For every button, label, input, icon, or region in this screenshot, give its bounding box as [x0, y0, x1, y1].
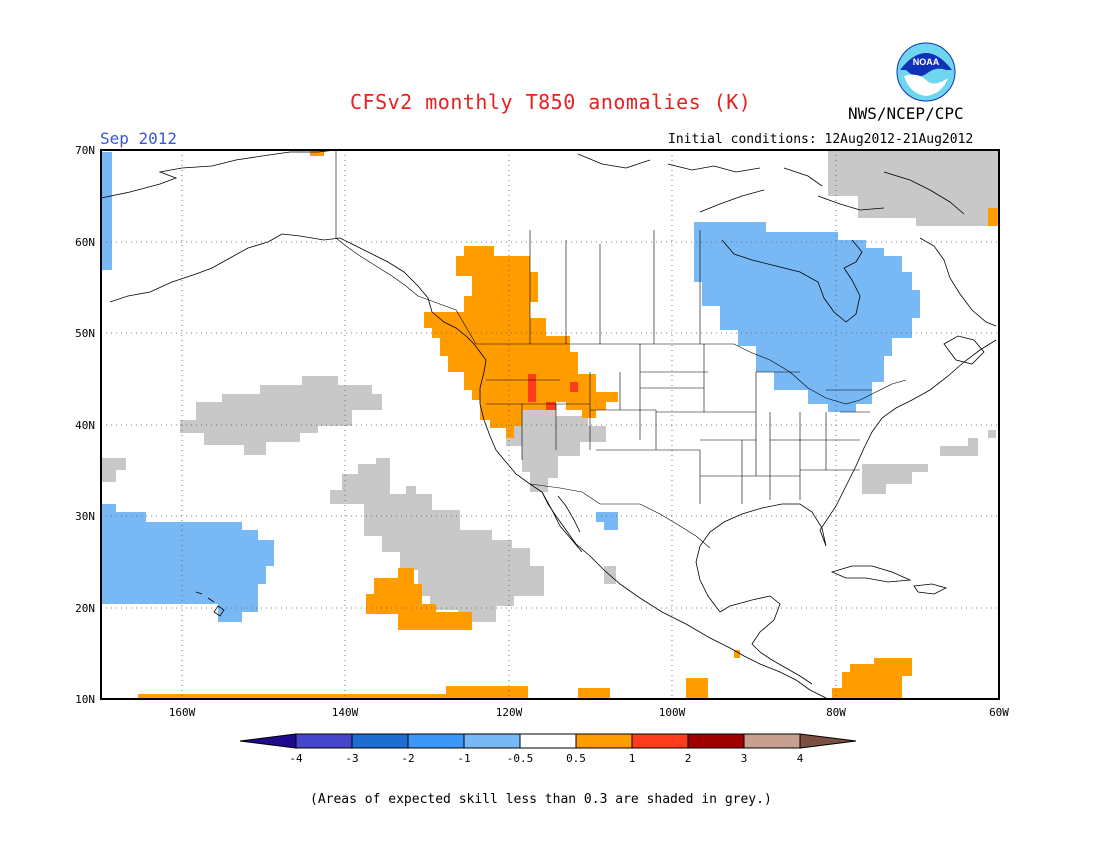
colorbar-swatch [687, 733, 745, 749]
colorbar-swatch [631, 733, 689, 749]
region-warm-caribbean [832, 658, 912, 698]
us-mexico-border [529, 483, 711, 549]
chart-title: CFSv2 monthly T850 anomalies (K) [350, 90, 752, 114]
colorbar-swatch [519, 733, 577, 749]
colorbar-label: -4 [289, 752, 303, 765]
colorbar-label: 0.5 [566, 752, 586, 765]
colorbar-label: 3 [741, 752, 748, 765]
colorbar-arrow-high [799, 733, 857, 749]
us-state-lines [486, 344, 872, 504]
region-low-skill-ne-pacific [180, 376, 382, 455]
baja-coastline [541, 491, 583, 553]
lon-label: 140W [332, 706, 359, 719]
lat-label: 70N [75, 144, 95, 157]
gulf-coastline [695, 339, 997, 613]
lon-label: 120W [496, 706, 523, 719]
colorbar-swatches [239, 733, 857, 749]
region-warm-south-patch-1 [578, 688, 610, 698]
colorbar-swatch [295, 733, 353, 749]
canada-pacific-coastline [431, 311, 487, 361]
noaa-logo: NOAA [896, 42, 956, 106]
region-low-skill-east-edge [988, 430, 996, 438]
lon-label: 100W [659, 706, 686, 719]
arctic-islands [577, 153, 965, 215]
lon-axis-labels: 160W 140W 120W 100W 80W 60W [169, 706, 1010, 719]
coastlines [101, 150, 997, 699]
region-cold-hudson-bay [694, 222, 920, 412]
colorbar-label: -0.5 [507, 752, 534, 765]
us-west-coastline [479, 359, 591, 557]
region-warm-east-pacific [366, 568, 472, 630]
lon-label: 60W [989, 706, 1009, 719]
colorbar-label: 4 [797, 752, 804, 765]
agency-label: NWS/NCEP/CPC [848, 104, 964, 123]
colorbar-swatch [351, 733, 409, 749]
region-warm-south-strip [138, 686, 528, 698]
canada-province-lines [417, 230, 701, 345]
region-cold-gulf-california [596, 512, 618, 530]
lat-label: 40N [75, 419, 95, 432]
forecast-period: Sep 2012 [100, 129, 178, 148]
labrador-coastline [919, 237, 997, 327]
political-boundaries [335, 150, 907, 549]
colorbar-swatch [407, 733, 465, 749]
colorbar-label: 2 [685, 752, 692, 765]
lat-label: 50N [75, 327, 95, 340]
colorbar-label: -3 [345, 752, 358, 765]
alaska-coastline [101, 150, 433, 313]
region-warm-northwest [424, 246, 618, 438]
region-cold-arctic-edge [101, 152, 112, 270]
colorbar-label: -2 [401, 752, 414, 765]
hawaii-islands [195, 591, 225, 617]
alaska-canada-border [335, 150, 419, 297]
lat-label: 60N [75, 236, 95, 249]
colorbar-label: 1 [629, 752, 636, 765]
colorbar-labels: -4 -3 -2 -1 -0.5 0.5 1 2 3 4 [289, 752, 803, 765]
region-low-skill-west-atlantic [862, 464, 928, 494]
colorbar-label: -1 [457, 752, 470, 765]
initial-conditions: Initial conditions: 12Aug2012-21Aug2012 [668, 132, 974, 147]
cuba-coastline [830, 565, 912, 583]
lat-label: 20N [75, 602, 95, 615]
map-shading [101, 150, 999, 698]
central-america-coastline [719, 595, 813, 685]
region-warm-south-patch-2 [686, 678, 708, 698]
colorbar-swatch [575, 733, 633, 749]
region-cold-central-pacific [101, 504, 274, 622]
map-frame [100, 149, 1000, 700]
region-low-skill-atlantic-small [940, 438, 978, 456]
logo-text: NOAA [913, 57, 940, 67]
mexico-pacific-coastline [589, 555, 827, 699]
lat-axis-labels: 70N 60N 50N 40N 30N 20N 10N [75, 144, 95, 706]
region-low-skill-subtropical-pacific [330, 458, 544, 622]
us-canada-border [476, 343, 907, 405]
colorbar-swatch [743, 733, 801, 749]
colorbar-swatch [463, 733, 521, 749]
lon-label: 80W [826, 706, 846, 719]
lon-label: 160W [169, 706, 196, 719]
footnote: (Areas of expected skill less than 0.3 a… [310, 792, 772, 807]
region-warm-central-america [734, 650, 740, 658]
hispaniola-coastline [913, 583, 948, 595]
lat-label: 30N [75, 510, 95, 523]
region-warm-labrador [988, 208, 999, 226]
region-hot-idaho [528, 374, 536, 402]
newfoundland-coastline [943, 335, 985, 365]
hudson-bay-coastline [721, 239, 863, 323]
region-hot-wyoming [570, 382, 578, 392]
noaa-emblem-icon: NOAA [896, 42, 956, 102]
colorbar-arrow-low [239, 733, 297, 749]
lat-label: 10N [75, 693, 95, 706]
region-low-skill-nw-edge [101, 458, 126, 482]
